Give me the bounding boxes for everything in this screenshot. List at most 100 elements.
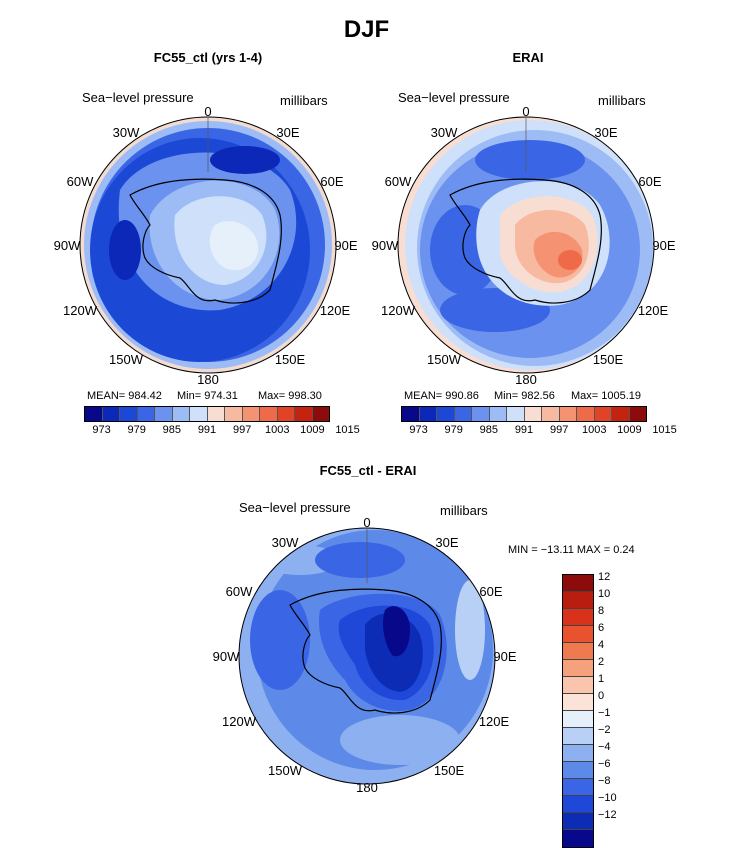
panel-3-colorbar-swatch: [563, 575, 593, 592]
panel-1-colorbar-tick-label: 973: [92, 424, 111, 436]
panel-1-colorbar-tick-label: 979: [127, 424, 146, 436]
panel-3-colorbar-tick-label: −2: [598, 724, 611, 736]
panel-3-colorbar-swatch: [563, 711, 593, 728]
panel-1-variable-label: Sea−level pressure: [82, 90, 194, 105]
panel-2-lon-30e: 30E: [594, 125, 618, 140]
panel-2-min: Min= 982.56: [494, 390, 555, 402]
panel-2-variable-label: Sea−level pressure: [398, 90, 510, 105]
panel-3-lon-60w: 60W: [225, 584, 253, 599]
panel-1-colorbar-swatch: [260, 407, 278, 421]
panel-1-colorbar-swatch: [137, 407, 155, 421]
panel-3-colorbar-swatch: [563, 660, 593, 677]
panel-3-colorbar-swatch: [563, 813, 593, 830]
panel-2-lon-180: 180: [515, 372, 537, 387]
panel-1-map: [79, 116, 337, 374]
panel-3-colorbar-swatch: [563, 796, 593, 813]
panel-3-map: [238, 527, 496, 785]
figure-title: DJF: [343, 16, 390, 43]
panel-1-lon-60e: 60E: [320, 174, 344, 189]
panel-2-colorbar: [401, 406, 647, 422]
panel-1-colorbar-swatch: [85, 407, 103, 421]
panel-1-lon-30w: 30W: [112, 125, 140, 140]
panel-3-lon-30e: 30E: [435, 535, 459, 550]
panel-1-colorbar-swatch: [207, 407, 225, 421]
panel-2-lon-150w: 150W: [427, 352, 461, 367]
panel-3-colorbar-tick-label: −12: [598, 809, 617, 821]
panel-3-colorbar-swatch: [563, 626, 593, 643]
panel-2-colorbar-tick-label: 985: [479, 424, 499, 436]
panel-3-colorbar-swatch: [563, 609, 593, 626]
panel-3-colorbar-swatch: [563, 643, 593, 660]
panel-1-colorbar-tick-label: 985: [162, 424, 182, 436]
panel-1-lon-120e: 120E: [319, 303, 351, 318]
panel-2-title: ERAI: [512, 50, 544, 65]
panel-3-colorbar-tick-label: −10: [598, 792, 617, 804]
panel-1-lon-180: 180: [197, 372, 219, 387]
panel-3-lon-120w: 120W: [222, 714, 256, 729]
panel-3-variable-label: Sea−level pressure: [239, 500, 351, 515]
panel-1-lon-150w: 150W: [109, 352, 143, 367]
panel-2-colorbar-swatch: [437, 407, 455, 421]
panel-2-max: Max= 1005.19: [571, 390, 642, 402]
panel-3-lon-180: 180: [356, 780, 378, 795]
panel-3-units-label: millibars: [440, 503, 488, 518]
panel-3-colorbar-swatch: [563, 677, 593, 694]
panel-2-lon-120e: 120E: [637, 303, 669, 318]
panel-2-colorbar-swatch: [419, 407, 437, 421]
panel-3-lon-150w: 150W: [268, 763, 302, 778]
panel-1-title: FC55_ctl (yrs 1-4): [153, 50, 263, 65]
panel-1-colorbar-ticks: 973 979 985 991 997 1003 1009 1015: [84, 424, 359, 438]
panel-1-colorbar-tick-label: 991: [197, 424, 217, 436]
panel-1-colorbar: [84, 406, 330, 422]
panel-2-colorbar-swatch: [402, 407, 420, 421]
panel-2-colorbar-swatch: [577, 407, 595, 421]
panel-2-colorbar-tick-label: 973: [409, 424, 428, 436]
panel-1-min: Min= 974.31: [177, 390, 238, 402]
panel-1-units-label: millibars: [280, 93, 328, 108]
panel-3-lon-90e: 90E: [493, 649, 517, 664]
panel-2-colorbar-ticks: 973 979 985 991 997 1003 1009 1015: [401, 424, 676, 438]
panel-2-lon-150e: 150E: [592, 352, 624, 367]
panel-1-colorbar-swatch: [295, 407, 313, 421]
panel-2-colorbar-swatch: [489, 407, 507, 421]
panel-3-colorbar-tick-label: 1: [598, 673, 605, 685]
panel-1-colorbar-swatch: [277, 407, 295, 421]
panel-3-colorbar-tick-label: −6: [598, 758, 611, 770]
panel-1-colorbar-tick-label: 1015: [335, 424, 360, 436]
panel-3-colorbar-tick-label: −1: [598, 707, 611, 719]
panel-3-colorbar-swatch: [563, 694, 593, 711]
panel-2-colorbar-tick-label: 1015: [652, 424, 677, 436]
panel-2-colorbar-swatch: [454, 407, 472, 421]
panel-3-colorbar: [562, 574, 594, 848]
panel-1-colorbar-swatch: [312, 407, 329, 421]
panel-1-colorbar-swatch: [190, 407, 208, 421]
panel-2-colorbar-swatch: [472, 407, 490, 421]
panel-2-colorbar-swatch: [612, 407, 630, 421]
panel-1-lon-30e: 30E: [276, 125, 300, 140]
panel-2-colorbar-tick-label: 1009: [617, 424, 642, 436]
panel-2-colorbar-tick-label: 979: [444, 424, 463, 436]
panel-2-colorbar-swatch: [524, 407, 542, 421]
panel-1-lon-60w: 60W: [66, 174, 94, 189]
panel-1-lon-90w: 90W: [53, 238, 81, 253]
panel-2-lon-0: 0: [522, 104, 530, 119]
panel-3-colorbar-tick-label: 10: [598, 588, 611, 600]
panel-2-units-label: millibars: [598, 93, 646, 108]
panel-2-colorbar-swatch: [629, 407, 646, 421]
panel-1-colorbar-swatch: [120, 407, 138, 421]
panel-1-mean: MEAN= 984.42: [87, 390, 162, 402]
panel-3-lon-90w: 90W: [212, 649, 240, 664]
panel-2-lon-90w: 90W: [371, 238, 399, 253]
panel-2-lon-60e: 60E: [638, 174, 662, 189]
panel-1-colorbar-swatch: [225, 407, 243, 421]
panel-3-colorbar-swatch: [563, 762, 593, 779]
panel-3-lon-150e: 150E: [433, 763, 465, 778]
panel-3-colorbar-swatch: [563, 779, 593, 796]
panel-2-colorbar-tick-label: 991: [514, 424, 534, 436]
panel-3-colorbar-swatch: [563, 728, 593, 745]
panel-3-colorbar-ticks: 12 10 8 6 4 2 1 0 −1 −2 −4 −6 −8 −10 −12: [598, 571, 638, 821]
panel-3-colorbar-swatch: [563, 830, 593, 847]
panel-2-colorbar-swatch: [559, 407, 577, 421]
panel-2-mean: MEAN= 990.86: [404, 390, 479, 402]
panel-3-colorbar-tick-label: 6: [598, 622, 605, 634]
